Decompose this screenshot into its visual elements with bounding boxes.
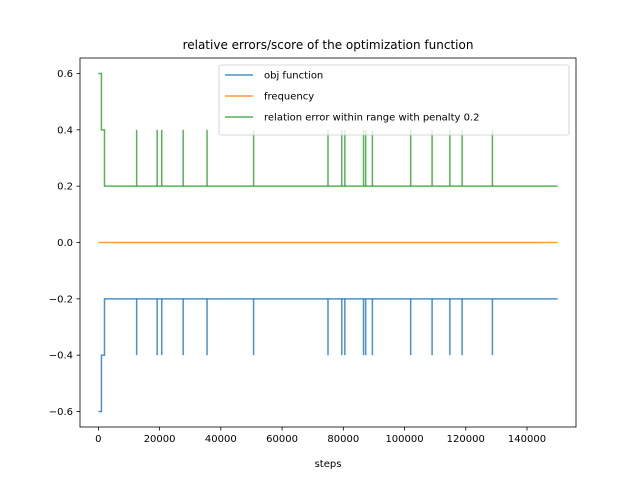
y-tick-label: −0.2	[49, 294, 73, 305]
x-tick-label: 20000	[144, 434, 176, 445]
legend-label-0: obj function	[264, 71, 323, 82]
y-tick-label: 0.0	[57, 238, 73, 249]
x-axis: 0 20000 40000 60000 80000 100000 120000 140000	[95, 427, 546, 445]
x-tick-label: 40000	[205, 434, 237, 445]
y-tick-label: −0.4	[49, 351, 73, 362]
x-tick-label: 100000	[385, 434, 423, 445]
x-tick-label: 60000	[266, 434, 298, 445]
x-tick-label: 0	[95, 434, 101, 445]
legend: obj function frequency relation error with…	[218, 64, 570, 136]
legend-label-1: frequency	[264, 92, 314, 103]
y-tick-label: 0.2	[57, 182, 73, 193]
x-axis-label: steps	[315, 459, 342, 470]
y-tick-label: −0.6	[49, 407, 73, 418]
chart-title: relative errors/score of the optimizatio…	[183, 38, 474, 52]
series-line-2	[98, 72, 558, 187]
legend-items: obj function frequency relation error with…	[225, 71, 480, 124]
legend-box	[218, 64, 570, 136]
legend-label-2: relation error within range with penalty…	[264, 113, 480, 124]
x-tick-label: 120000	[447, 434, 485, 445]
x-tick-label: 80000	[327, 434, 359, 445]
plot-area	[79, 57, 577, 428]
y-axis: −0.6 −0.4 −0.2 0.0 0.2 0.4 0.6	[49, 69, 80, 418]
y-tick-label: 0.6	[57, 69, 73, 80]
x-tick-label: 140000	[508, 434, 546, 445]
series-layer	[98, 72, 558, 413]
y-tick-label: 0.4	[57, 125, 73, 136]
series-line-0	[98, 298, 558, 413]
